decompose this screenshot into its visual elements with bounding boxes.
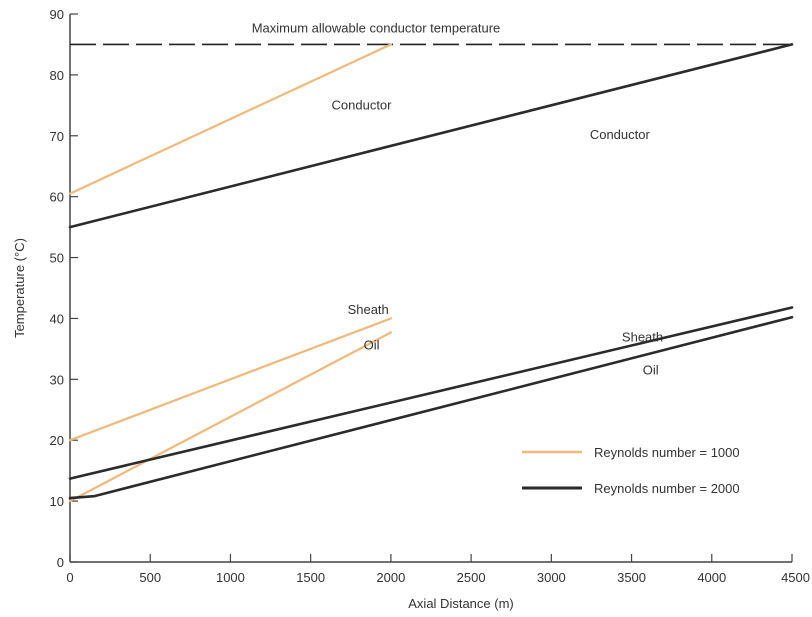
x-tick-label: 4500	[781, 570, 810, 585]
x-tick-label: 3000	[537, 570, 566, 585]
legend: Reynolds number = 1000 Reynolds number =…	[522, 445, 740, 496]
curve-annotation: Oil	[364, 337, 380, 352]
legend-label-re1000: Reynolds number = 1000	[594, 445, 740, 460]
y-tick-label: 0	[57, 555, 64, 570]
y-tick-label: 70	[50, 129, 64, 144]
annotation-layer: Conductor Conductor Sheath Oil Sheath Oil	[332, 98, 664, 378]
x-tick-label: 4000	[697, 570, 726, 585]
y-axis-title: Temperature (°C)	[12, 238, 27, 338]
x-tick-label: 1000	[216, 570, 245, 585]
y-tick-label: 50	[50, 251, 64, 266]
x-axis-title: Axial Distance (m)	[408, 596, 513, 611]
y-tick-label: 60	[50, 190, 64, 205]
x-tick-label: 3500	[617, 570, 646, 585]
x-axis-ticks: 0 500 1000 1500 2000 2500 3000 3500 4000 4500	[66, 554, 810, 585]
x-tick-label: 1500	[296, 570, 325, 585]
x-tick-label: 0	[66, 570, 73, 585]
legend-label-re2000: Reynolds number = 2000	[594, 481, 740, 496]
x-tick-label: 2500	[457, 570, 486, 585]
series-line-re2000	[68, 315, 794, 500]
x-tick-label: 500	[139, 570, 161, 585]
max-temperature-label: Maximum allowable conductor temperature	[252, 20, 501, 35]
x-tick-label: 2000	[376, 570, 405, 585]
series-line-re2000	[68, 306, 794, 480]
series-line-re1000	[68, 43, 392, 195]
y-tick-label: 30	[50, 372, 64, 387]
curve-annotation: Oil	[643, 362, 659, 377]
y-tick-label: 80	[50, 68, 64, 83]
series-line-re2000	[68, 43, 794, 229]
y-tick-label: 20	[50, 433, 64, 448]
curve-annotation: Conductor	[332, 98, 393, 113]
curve-annotation: Sheath	[622, 330, 663, 345]
y-tick-label: 10	[50, 494, 64, 509]
y-axis-ticks: 0 10 20 30 40 50 60 70 80 90	[50, 7, 78, 570]
curve-annotation: Conductor	[590, 127, 651, 142]
y-tick-label: 40	[50, 311, 64, 326]
series-line-re1000	[68, 317, 392, 442]
y-tick-label: 90	[50, 7, 64, 22]
series-line-re1000	[68, 331, 392, 503]
curve-annotation: Sheath	[348, 302, 389, 317]
series-layer	[68, 43, 794, 503]
